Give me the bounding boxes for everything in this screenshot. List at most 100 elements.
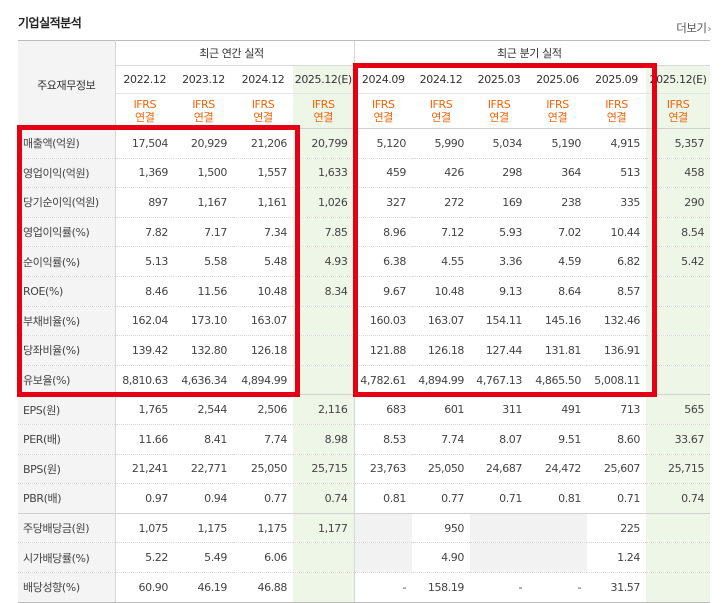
basis-header: IFRS 연결: [528, 93, 588, 129]
basis-line2: 연결: [313, 111, 334, 124]
row-label: 순이익률(%): [18, 246, 116, 277]
value-cell: [646, 542, 711, 573]
value-cell: [470, 542, 529, 573]
table-row: 배당성향(%) 60.90 46.19 46.88-158.19- -31.57: [18, 572, 711, 603]
basis-line2: 연결: [373, 111, 394, 124]
value-cell: 1,500: [174, 158, 233, 189]
value-cell: 173.10: [174, 306, 233, 337]
basis-header: IFRS 연결: [115, 93, 174, 129]
value-cell: 25,607: [587, 454, 647, 485]
value-cell: [528, 512, 588, 544]
more-link[interactable]: 더보기›: [676, 20, 711, 36]
value-cell: 5,120: [353, 128, 413, 159]
value-cell: 46.88: [233, 572, 293, 603]
basis-line1: IFRS: [133, 98, 157, 111]
more-label: 더보기: [676, 21, 707, 35]
basis-header: IFRS 연결: [353, 93, 413, 129]
value-cell: 9.51: [528, 424, 588, 455]
value-cell: 7.74: [412, 424, 471, 455]
value-cell: 33.67: [646, 424, 711, 455]
value-cell: 23,763: [353, 454, 413, 485]
basis-line1: IFRS: [192, 98, 215, 111]
value-cell: 5.49: [174, 542, 233, 573]
value-cell: 4.59: [528, 246, 588, 277]
table-row: BPS(원) 21,241 22,771 25,050 25,715 23,763 25,0…: [18, 454, 711, 485]
row-label: 부채비율(%): [18, 306, 116, 337]
value-cell: 9.67: [353, 276, 413, 307]
value-cell: [528, 542, 588, 573]
group-annual: 최근 연간 실적: [115, 40, 355, 66]
value-cell: 24,472: [528, 454, 588, 485]
basis-header: IFRS 연결: [293, 93, 355, 129]
value-cell: 17,504: [115, 128, 174, 159]
value-cell: 4.55: [412, 246, 471, 277]
value-cell: 1,075: [115, 512, 174, 544]
value-cell: 163.07: [233, 306, 293, 337]
table-row: EPS(원) 1,765 2,544 2,506 2,116 683 601 311 491 71…: [18, 394, 711, 425]
value-cell: 8.57: [587, 276, 647, 307]
row-label: 당좌비율(%): [18, 335, 116, 366]
value-cell: 683: [353, 394, 413, 425]
value-cell: 311: [470, 394, 529, 425]
value-cell: 8.07: [470, 424, 529, 455]
value-cell: 5.48: [233, 246, 293, 277]
value-cell: 7.74: [233, 424, 293, 455]
value-cell: 8.53: [353, 424, 413, 455]
basis-line1: IFRS: [251, 98, 275, 111]
value-cell: 4,894.99: [412, 365, 471, 396]
period-header: 2025.03: [470, 65, 529, 94]
value-cell: 6.38: [353, 246, 413, 277]
value-cell: 1,175: [174, 512, 233, 544]
value-cell: -: [470, 572, 529, 603]
row-label: BPS(원): [18, 454, 116, 485]
table-row: PER(배) 11.66 8.41 7.74 8.98 8.53 7.74 8.07 9.51 8…: [18, 424, 711, 455]
value-cell: [293, 365, 355, 396]
value-cell: 5,190: [528, 128, 588, 159]
table-row: 부채비율(%) 162.04 173.10 163.07 160.03 163.07 154…: [18, 306, 711, 337]
value-cell: [646, 512, 711, 544]
basis-header: IFRS 연결: [412, 93, 471, 129]
row-header-label: 주요재무정보: [18, 40, 116, 129]
value-cell: 1,175: [233, 512, 293, 544]
basis-line2: 연결: [668, 111, 688, 124]
value-cell: 139.42: [115, 335, 174, 366]
row-label: 시가배당률(%): [18, 542, 116, 573]
basis-line2: 연결: [253, 111, 273, 124]
value-cell: 10.48: [412, 276, 471, 307]
value-cell: 25,050: [233, 454, 293, 485]
value-cell: 0.71: [470, 483, 529, 514]
value-cell: 4.93: [293, 246, 355, 277]
basis-line2: 연결: [431, 111, 451, 124]
row-label: ROE(%): [18, 276, 116, 307]
value-cell: 513: [587, 158, 647, 189]
value-cell: 0.71: [587, 483, 647, 514]
value-cell: 2,116: [293, 394, 355, 425]
value-cell: 6.82: [587, 246, 647, 277]
row-label: 주당배당금(원): [18, 512, 116, 544]
value-cell: 126.18: [233, 335, 293, 366]
value-cell: 8.64: [528, 276, 588, 307]
value-cell: 11.66: [115, 424, 174, 455]
value-cell: 1,557: [233, 158, 293, 189]
basis-header: IFRS 연결: [233, 93, 293, 129]
value-cell: 2,506: [233, 394, 293, 425]
value-cell: 0.77: [233, 483, 293, 514]
value-cell: [470, 512, 529, 544]
group-quarterly: 최근 분기 실적: [353, 40, 711, 66]
value-cell: 0.94: [174, 483, 233, 514]
value-cell: 459: [353, 158, 413, 189]
value-cell: 5.93: [470, 217, 529, 248]
value-cell: 25,715: [293, 454, 355, 485]
value-cell: 132.46: [587, 306, 647, 337]
row-label: 영업이익(억원): [18, 158, 116, 189]
row-label: PER(배): [18, 424, 116, 455]
value-cell: 1,161: [233, 187, 293, 218]
basis-line1: IFRS: [487, 98, 511, 111]
value-cell: 1,167: [174, 187, 233, 218]
basis-line2: 연결: [135, 111, 155, 124]
value-cell: -: [353, 572, 413, 603]
row-label: 당기순이익(억원): [18, 187, 116, 218]
value-cell: 1,765: [115, 394, 174, 425]
value-cell: 126.18: [412, 335, 471, 366]
value-cell: 8.41: [174, 424, 233, 455]
